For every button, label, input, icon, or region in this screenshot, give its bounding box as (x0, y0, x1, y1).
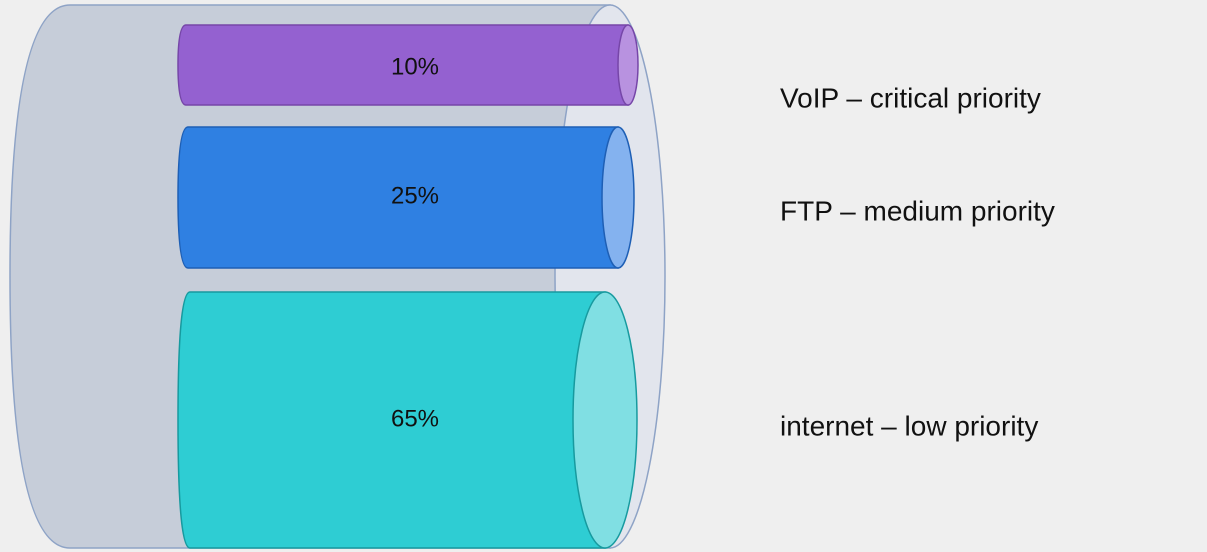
cylinder-end (618, 25, 638, 105)
segment-label: VoIP – critical priority (780, 82, 1041, 113)
share-label: 10% (391, 53, 439, 80)
share-label: 65% (391, 405, 439, 432)
share-label: 25% (391, 182, 439, 209)
diagram: 10% 25% 65% VoIP – critical priority FTP… (0, 0, 1207, 552)
cylinder-end (573, 292, 637, 548)
cylinder-end (602, 127, 634, 268)
segment-label: FTP – medium priority (780, 195, 1055, 226)
segment-label: internet – low priority (780, 410, 1038, 441)
page: 10% 25% 65% VoIP – critical priority FTP… (0, 0, 1207, 552)
